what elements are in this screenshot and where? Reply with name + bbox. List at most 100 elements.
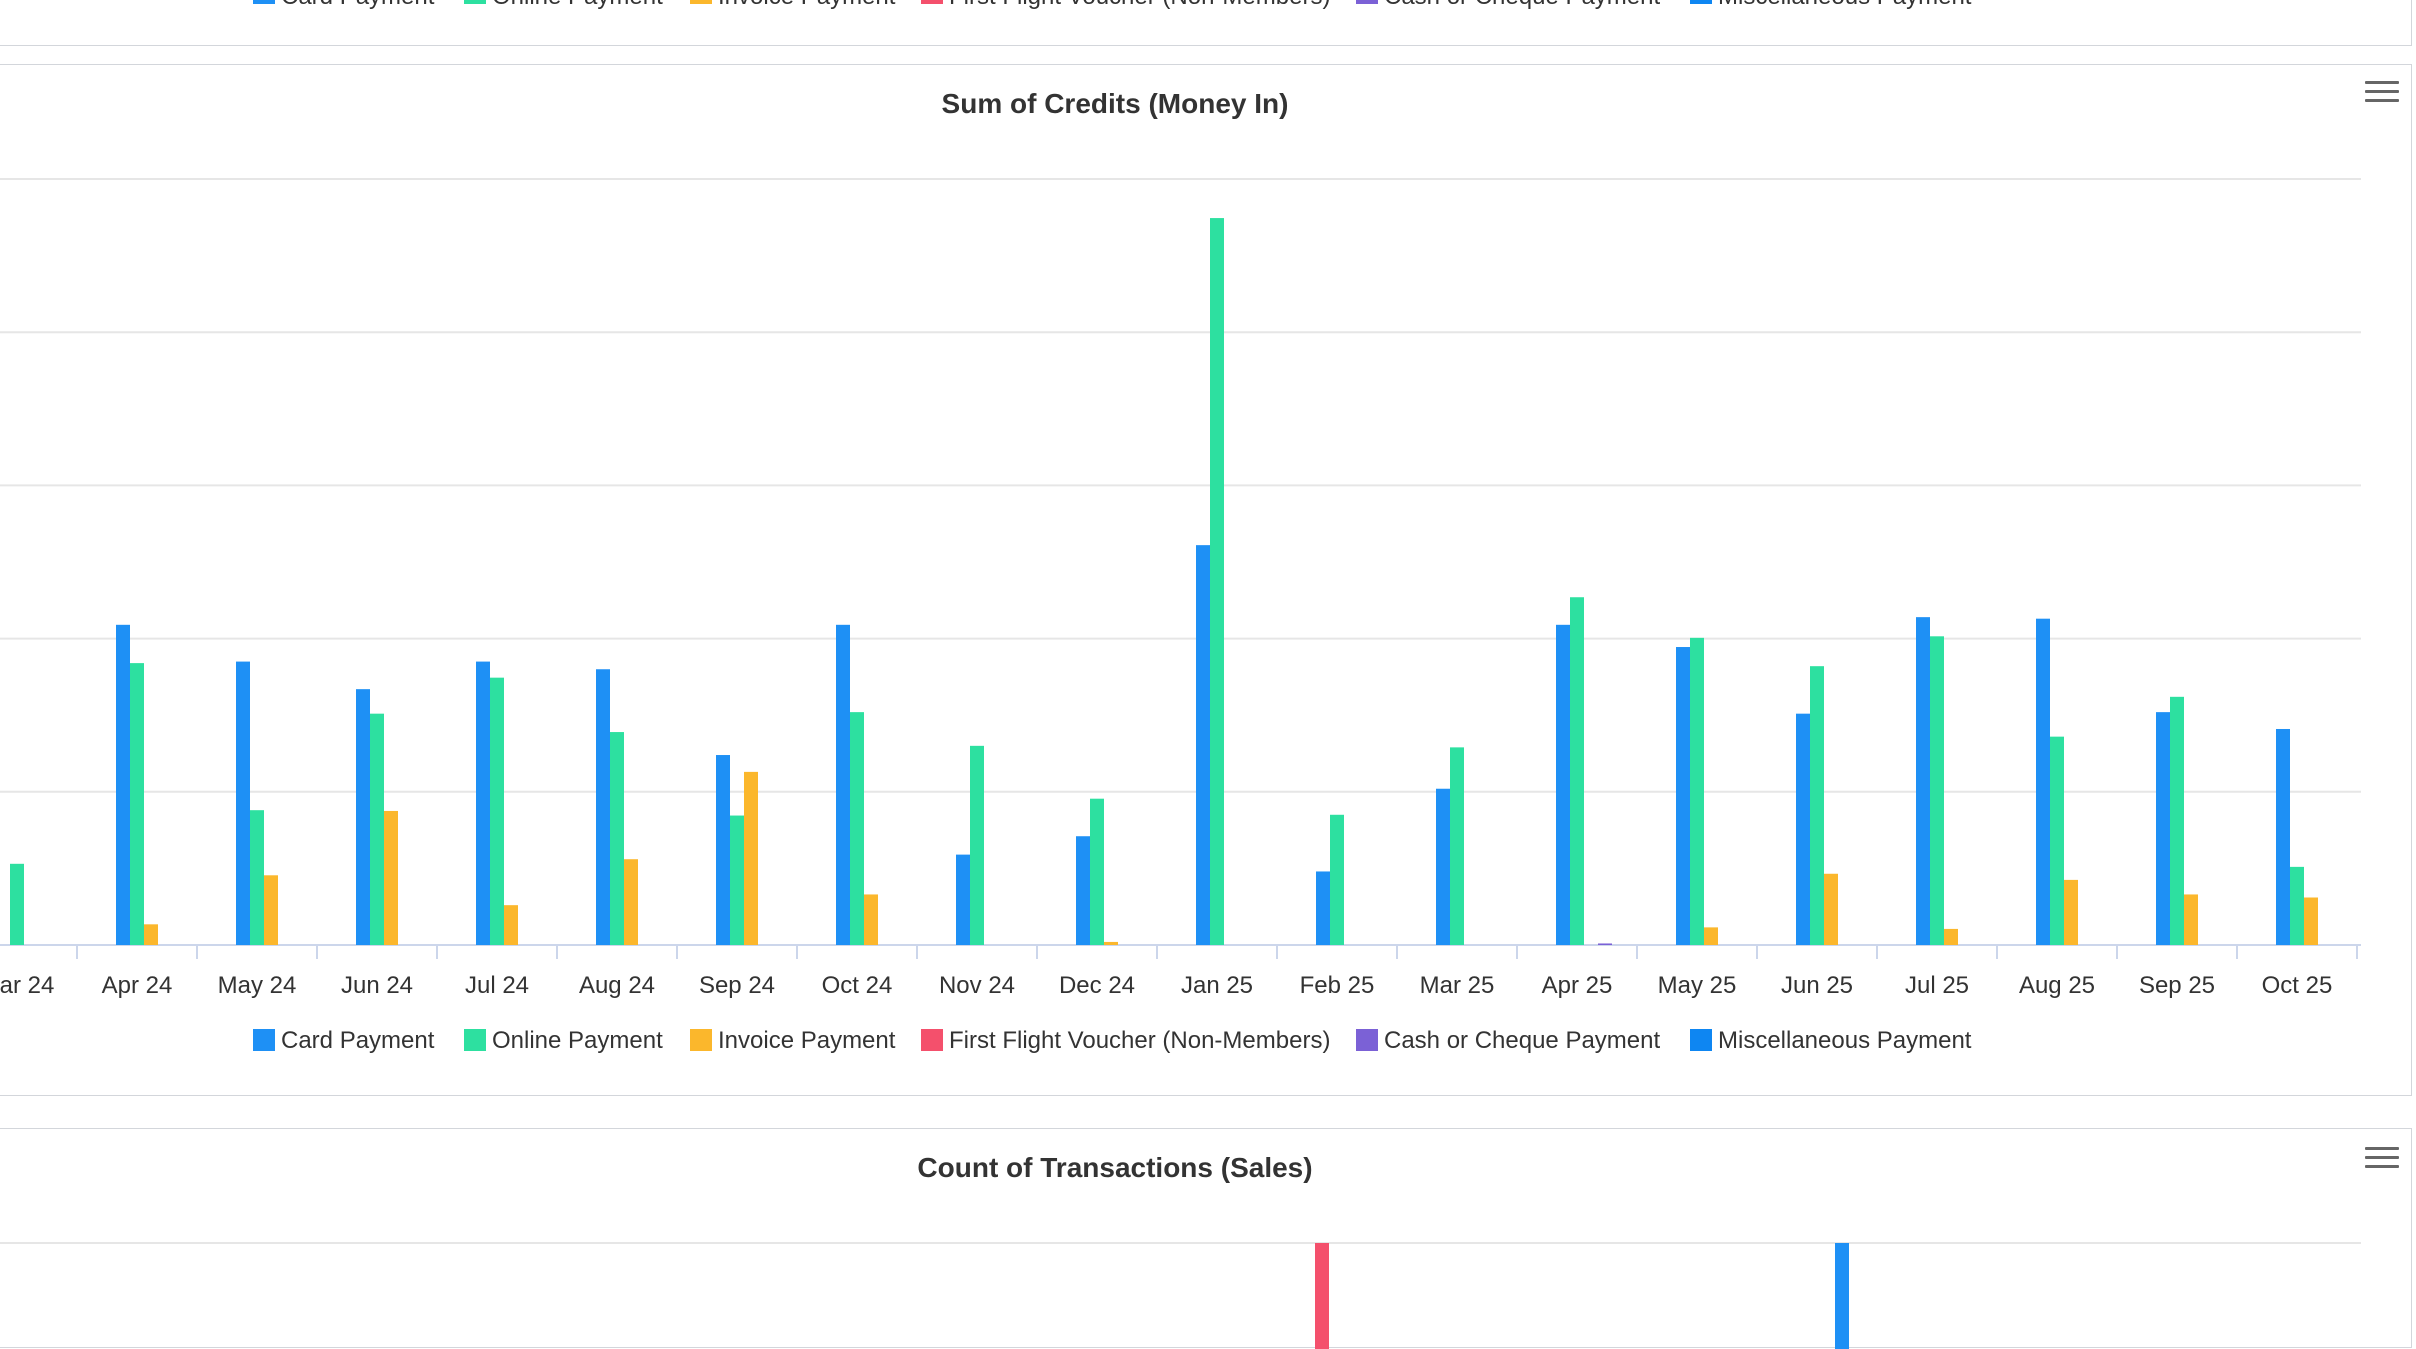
bar-online-payment-mar-24[interactable] xyxy=(10,863,24,945)
bar-card-payment-mar-25[interactable] xyxy=(1436,788,1450,945)
bar-invoice-payment-sep-25[interactable] xyxy=(2184,894,2198,945)
bar-online-payment-nov-24[interactable] xyxy=(970,745,984,945)
bar-invoice-payment-oct-24[interactable] xyxy=(864,894,878,945)
legend-swatch xyxy=(921,0,943,4)
bar-card-payment-may-24[interactable] xyxy=(236,661,250,945)
legend-item-cash-or-cheque-payment[interactable]: Cash or Cheque Payment xyxy=(1356,1027,1660,1054)
legend-swatch xyxy=(921,1029,943,1051)
bar-invoice-payment-may-25[interactable] xyxy=(1704,927,1718,945)
bar-online-payment-sep-24[interactable] xyxy=(730,815,744,945)
legend-label: First Flight Voucher (Non-Members) xyxy=(949,1027,1330,1054)
bar-online-payment-jun-24[interactable] xyxy=(370,713,384,945)
chart-title: Count of Transactions (Sales) xyxy=(917,1152,1312,1183)
bar-online-payment-oct-25[interactable] xyxy=(2290,866,2304,945)
bar-online-payment-jan-25[interactable] xyxy=(1210,218,1224,946)
bar-card-payment-dec-24[interactable] xyxy=(1076,836,1090,945)
legend-item-miscellaneous-payment: Miscellaneous Payment xyxy=(1690,0,1972,10)
bar-online-payment-oct-24[interactable] xyxy=(850,712,864,945)
bar-online-payment-jul-25[interactable] xyxy=(1930,636,1944,945)
bar-cash-or-cheque-payment-apr-25[interactable] xyxy=(1598,943,1612,945)
previous-chart-card: Card Payment Online Payment Invoice Paymen… xyxy=(0,0,2412,46)
legend-label: First Flight Voucher (Non-Members) xyxy=(949,0,1330,10)
legend-item-online-payment: Online Payment xyxy=(464,0,663,10)
bar-invoice-payment-jun-25[interactable] xyxy=(1824,873,1838,945)
legend-label: Online Payment xyxy=(492,0,663,10)
bar-card-payment-aug-24[interactable] xyxy=(596,669,610,945)
chart-menu-icon[interactable] xyxy=(2365,1147,2399,1173)
bar-card-payment-oct-25[interactable] xyxy=(2276,728,2290,945)
x-tick-label: Aug 24 xyxy=(579,972,655,999)
bar-card-payment-sep-24[interactable] xyxy=(716,755,730,945)
x-tick-label: Jul 24 xyxy=(465,972,529,999)
bar-online-payment-aug-24[interactable] xyxy=(610,732,624,945)
bar-online-payment-mar-25[interactable] xyxy=(1450,747,1464,945)
bar-card-payment-jun-24[interactable] xyxy=(356,689,370,945)
x-tick-label: Mar 24 xyxy=(0,972,54,999)
bar-invoice-payment-jul-25[interactable] xyxy=(1944,928,1958,945)
bar-online-payment-jul-24[interactable] xyxy=(490,677,504,945)
x-tick-label: Nov 24 xyxy=(939,972,1015,999)
legend-swatch xyxy=(1356,1029,1378,1051)
bar-card-payment-aug-25[interactable] xyxy=(2036,618,2050,945)
bar-card-payment-oct-24[interactable] xyxy=(836,624,850,945)
bar-card-payment-apr-25[interactable] xyxy=(1556,624,1570,945)
x-tick-label: Jan 25 xyxy=(1181,972,1253,999)
bar-card-payment-jul-24[interactable] xyxy=(476,661,490,945)
bar-online-payment-aug-25[interactable] xyxy=(2050,736,2064,945)
bar-card-payment-nov-24[interactable] xyxy=(956,854,970,945)
bar-card-payment-jun-25[interactable] xyxy=(1796,713,1810,945)
bar-online-payment-apr-25[interactable] xyxy=(1570,597,1584,945)
bar-online-payment-dec-24[interactable] xyxy=(1090,798,1104,945)
legend-label: Miscellaneous Payment xyxy=(1718,0,1972,10)
legend-item-cash-or-cheque-payment: Cash or Cheque Payment xyxy=(1356,0,1660,10)
bar-invoice-payment-aug-24[interactable] xyxy=(624,859,638,945)
bar-invoice-payment-apr-24[interactable] xyxy=(144,924,158,945)
bar-card-payment-sep-25[interactable] xyxy=(2156,712,2170,945)
bar-card-payment-jul-25[interactable] xyxy=(1916,617,1930,945)
x-tick-label: Apr 25 xyxy=(1542,972,1613,999)
legend-label: Card Payment xyxy=(281,0,435,10)
x-tick-label: Jul 25 xyxy=(1905,972,1969,999)
bar-invoice-payment-may-24[interactable] xyxy=(264,875,278,945)
legend-swatch xyxy=(690,1029,712,1051)
bar-online-payment-sep-25[interactable] xyxy=(2170,696,2184,945)
bar-invoice-payment-dec-24[interactable] xyxy=(1104,941,1118,945)
x-tick-label: Dec 24 xyxy=(1059,972,1135,999)
legend-label: Invoice Payment xyxy=(718,1027,896,1054)
bar-invoice-payment-jul-24[interactable] xyxy=(504,905,518,945)
legend-swatch xyxy=(1690,0,1712,4)
bar-card-payment-may-25[interactable] xyxy=(1676,647,1690,945)
credits-chart: Sum of Credits (Money In) Mar 24 Apr 24 May… xyxy=(0,88,2361,1054)
legend-item-invoice-payment: Invoice Payment xyxy=(690,0,896,10)
legend-swatch xyxy=(464,1029,486,1051)
bar-online-payment-jun-25[interactable] xyxy=(1810,666,1824,945)
bar-online-payment-feb-25[interactable] xyxy=(1330,814,1344,945)
chart-menu-icon[interactable] xyxy=(2365,81,2399,107)
bar-card-payment-apr-24[interactable] xyxy=(116,624,130,945)
legend-swatch xyxy=(1356,0,1378,4)
bar-invoice-payment-aug-25[interactable] xyxy=(2064,879,2078,945)
x-tick-label: Jun 24 xyxy=(341,972,413,999)
legend-item-online-payment[interactable]: Online Payment xyxy=(464,1027,663,1054)
credits-chart-card: Sum of Credits (Money In) Mar 24 Apr 24 May… xyxy=(0,64,2412,1096)
legend-swatch xyxy=(253,0,275,4)
bar-first-flight-voucher-non-members-jan-25[interactable] xyxy=(1315,1243,1329,1349)
legend-item-card-payment[interactable]: Card Payment xyxy=(253,1027,435,1054)
legend-label: Card Payment xyxy=(281,1027,435,1054)
transactions-chart-card: Count of Transactions (Sales) xyxy=(0,1128,2412,1349)
legend-label: Cash or Cheque Payment xyxy=(1384,0,1660,10)
legend-item-invoice-payment[interactable]: Invoice Payment xyxy=(690,1027,896,1054)
bar-card-payment-jan-25[interactable] xyxy=(1196,545,1210,945)
bar-card-payment-feb-25[interactable] xyxy=(1316,871,1330,945)
bar-online-payment-may-25[interactable] xyxy=(1690,637,1704,945)
bar-card-payment-jun-25[interactable] xyxy=(1835,1243,1849,1349)
bar-online-payment-may-24[interactable] xyxy=(250,810,264,945)
bar-invoice-payment-jun-24[interactable] xyxy=(384,810,398,945)
legend-item-miscellaneous-payment[interactable]: Miscellaneous Payment xyxy=(1690,1027,1972,1054)
bar-invoice-payment-sep-24[interactable] xyxy=(744,771,758,945)
legend-item-first-flight-voucher-non-members[interactable]: First Flight Voucher (Non-Members) xyxy=(921,1027,1330,1054)
bar-online-payment-apr-24[interactable] xyxy=(130,663,144,945)
legend-label: Miscellaneous Payment xyxy=(1718,1027,1972,1054)
bar-invoice-payment-oct-25[interactable] xyxy=(2304,897,2318,945)
legend-item-card-payment: Card Payment xyxy=(253,0,435,10)
